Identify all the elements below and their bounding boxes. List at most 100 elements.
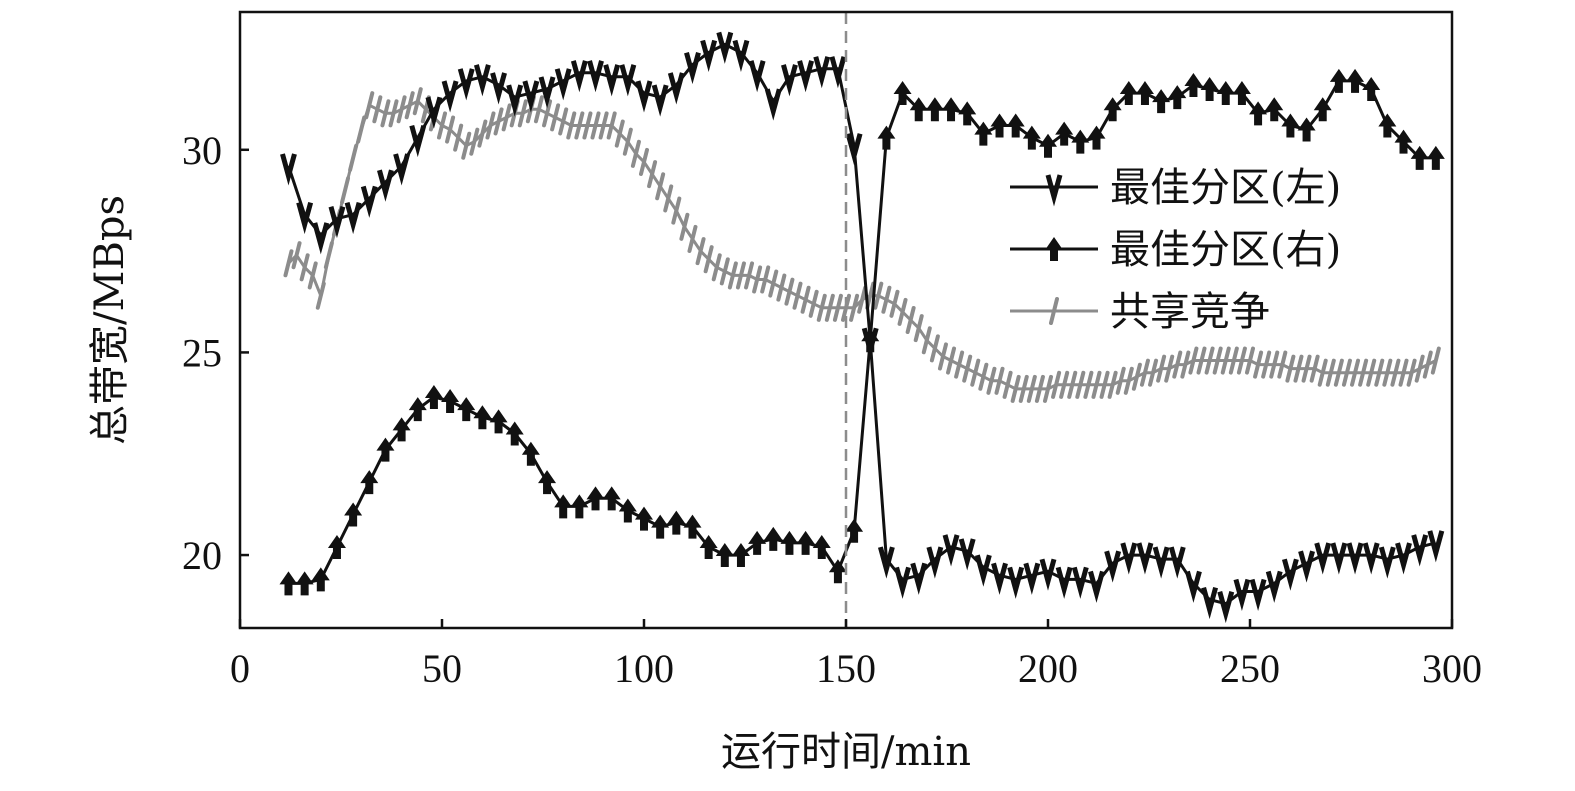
data-point bbox=[348, 143, 359, 172]
x-tick-label: 100 bbox=[614, 646, 674, 691]
legend-label: 共享竞争 bbox=[1110, 289, 1270, 335]
data-point bbox=[1330, 542, 1348, 575]
data-point bbox=[1220, 346, 1231, 375]
data-point bbox=[731, 543, 750, 568]
data-point bbox=[1395, 542, 1412, 575]
data-point bbox=[877, 125, 896, 150]
data-point bbox=[829, 56, 847, 89]
data-point bbox=[469, 127, 480, 156]
data-point bbox=[715, 543, 734, 568]
data-point bbox=[517, 99, 528, 128]
data-point bbox=[1422, 350, 1433, 379]
data-point bbox=[1281, 113, 1300, 138]
data-point bbox=[857, 285, 868, 314]
x-tick-label: 50 bbox=[422, 646, 462, 691]
data-point bbox=[315, 281, 326, 310]
data-point bbox=[744, 261, 755, 290]
data-point bbox=[630, 139, 641, 168]
series-layer bbox=[279, 31, 1445, 624]
data-point bbox=[1043, 374, 1053, 403]
data-point bbox=[622, 127, 633, 156]
data-point bbox=[1410, 145, 1429, 170]
data-point bbox=[1002, 370, 1013, 399]
data-point bbox=[590, 111, 601, 140]
data-point bbox=[1164, 354, 1175, 383]
data-point bbox=[1317, 358, 1328, 387]
data-point bbox=[1067, 370, 1078, 399]
data-point bbox=[1083, 370, 1094, 399]
data-point bbox=[894, 566, 911, 599]
legend-item: 最佳分区(左) bbox=[1010, 165, 1341, 211]
data-point bbox=[1398, 358, 1409, 387]
data-point bbox=[1055, 566, 1073, 599]
data-point bbox=[816, 293, 827, 322]
data-point bbox=[800, 285, 811, 314]
data-point bbox=[748, 530, 767, 555]
data-point bbox=[1055, 121, 1074, 146]
data-point bbox=[1200, 77, 1219, 101]
data-point bbox=[311, 567, 330, 592]
data-point bbox=[1430, 346, 1441, 375]
data-point bbox=[1185, 570, 1202, 603]
data-point bbox=[647, 160, 658, 189]
data-point bbox=[457, 397, 476, 422]
data-point bbox=[651, 514, 670, 539]
data-point bbox=[1314, 542, 1332, 575]
data-point bbox=[1293, 354, 1304, 383]
data-point bbox=[796, 530, 815, 555]
data-point bbox=[1007, 566, 1025, 599]
data-point bbox=[913, 314, 924, 343]
data-point bbox=[1265, 570, 1283, 603]
data-point bbox=[776, 273, 787, 302]
y-tick-label: 25 bbox=[182, 330, 222, 375]
data-point bbox=[719, 257, 730, 286]
data-point bbox=[970, 358, 981, 387]
data-point bbox=[679, 212, 690, 241]
data-point bbox=[586, 486, 605, 511]
data-point bbox=[533, 95, 544, 124]
data-point bbox=[618, 498, 637, 523]
data-point bbox=[946, 346, 957, 375]
data-point bbox=[501, 103, 512, 132]
data-point bbox=[1152, 89, 1171, 114]
legend-marker bbox=[1045, 174, 1063, 207]
data-point bbox=[1362, 77, 1381, 101]
data-point bbox=[813, 56, 831, 89]
data-point bbox=[1152, 546, 1170, 579]
data-point bbox=[1196, 346, 1207, 375]
data-point bbox=[1313, 97, 1332, 122]
data-point bbox=[312, 222, 330, 255]
data-point bbox=[570, 494, 589, 519]
data-point bbox=[490, 72, 507, 105]
data-point bbox=[974, 121, 993, 146]
data-point bbox=[409, 124, 427, 158]
data-point bbox=[991, 562, 1008, 595]
series-1 bbox=[279, 68, 1445, 596]
data-point bbox=[828, 559, 847, 584]
data-point bbox=[1184, 72, 1203, 97]
data-point bbox=[1039, 133, 1057, 158]
data-point bbox=[473, 405, 492, 430]
data-point bbox=[849, 293, 860, 322]
data-point bbox=[392, 417, 411, 442]
x-tick-label: 300 bbox=[1422, 646, 1482, 691]
series-0 bbox=[280, 31, 1445, 624]
data-point bbox=[1333, 358, 1344, 387]
x-tick-label: 200 bbox=[1018, 646, 1078, 691]
data-point bbox=[1414, 354, 1425, 383]
data-point bbox=[760, 265, 771, 294]
data-point bbox=[1350, 358, 1361, 387]
data-point bbox=[477, 119, 488, 148]
data-point bbox=[893, 81, 912, 106]
data-point bbox=[942, 97, 961, 122]
data-point bbox=[404, 91, 415, 120]
data-point bbox=[396, 95, 407, 124]
data-point bbox=[1301, 354, 1312, 383]
data-point bbox=[1366, 358, 1377, 387]
legend-label: 最佳分区(右) bbox=[1110, 227, 1341, 273]
data-point bbox=[845, 518, 864, 543]
data-point bbox=[614, 119, 625, 148]
data-point bbox=[505, 421, 524, 446]
data-point bbox=[808, 289, 819, 318]
